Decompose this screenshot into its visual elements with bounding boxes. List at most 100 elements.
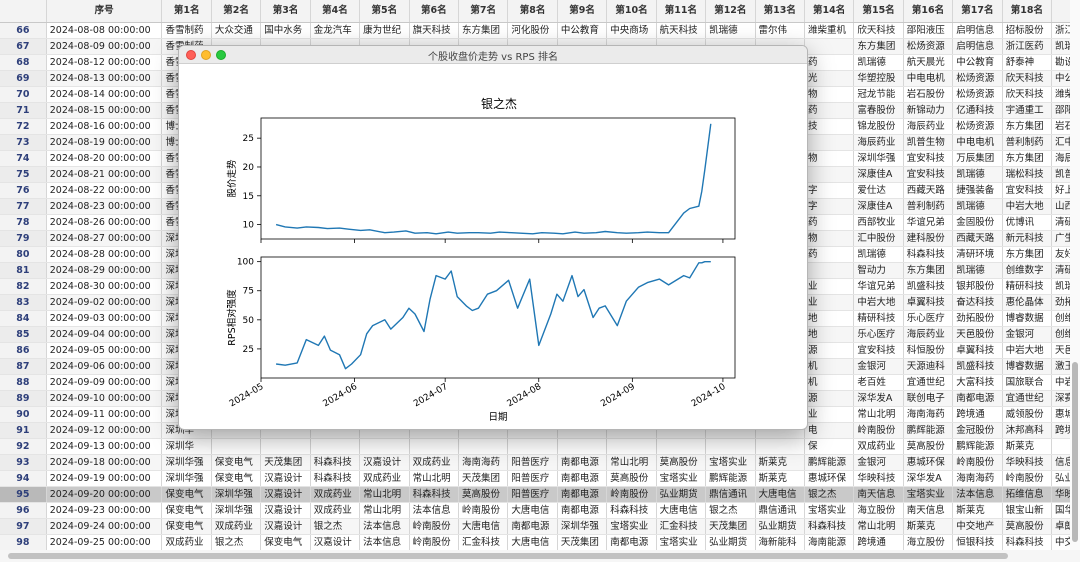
- stock-cell[interactable]: 海辰药业: [903, 326, 954, 343]
- stock-cell[interactable]: 常山北明: [853, 406, 904, 423]
- date-cell[interactable]: 2024-08-12 00:00:00: [46, 54, 163, 71]
- date-cell[interactable]: 2024-09-11 00:00:00: [46, 406, 163, 423]
- table-row[interactable]: 97 2024-09-24 00:00:00 保变电气 双成药业 汉嘉设计 银之杰 法本信息…: [0, 518, 1080, 535]
- stock-cell[interactable]: 国中水务: [260, 22, 311, 39]
- stock-cell[interactable]: 松炀资源: [952, 70, 1003, 87]
- stock-cell[interactable]: [458, 438, 509, 455]
- stock-cell[interactable]: 岭南股份: [606, 486, 657, 503]
- stock-cell[interactable]: 南都电源: [557, 454, 608, 471]
- date-cell[interactable]: 2024-08-27 00:00:00: [46, 230, 163, 247]
- stock-cell[interactable]: 莫高股份: [656, 454, 707, 471]
- stock-cell[interactable]: 物: [804, 86, 855, 103]
- stock-cell[interactable]: 深华发A: [903, 470, 954, 487]
- stock-cell[interactable]: 保变电气: [161, 518, 212, 535]
- column-header[interactable]: 第7名: [458, 0, 509, 23]
- column-header[interactable]: 第6名: [409, 0, 459, 23]
- stock-cell[interactable]: 凯瑞德: [705, 22, 756, 39]
- column-header[interactable]: 第14名: [804, 0, 855, 23]
- column-header[interactable]: 第1名: [161, 0, 212, 23]
- stock-cell[interactable]: 启明信息: [952, 22, 1003, 39]
- stock-cell[interactable]: 双成药业: [211, 518, 262, 535]
- stock-cell[interactable]: 海南海药: [952, 470, 1003, 487]
- stock-cell[interactable]: 保变电气: [161, 486, 212, 503]
- stock-cell[interactable]: 富春股份: [853, 102, 904, 119]
- stock-cell[interactable]: 启明信息: [952, 38, 1003, 55]
- stock-cell[interactable]: 科森科技: [1002, 534, 1053, 550]
- date-cell[interactable]: 2024-08-19 00:00:00: [46, 134, 163, 151]
- stock-cell[interactable]: 保变电气: [161, 502, 212, 519]
- stock-cell[interactable]: 南天信息: [853, 486, 904, 503]
- stock-cell[interactable]: 华映科技: [853, 470, 904, 487]
- stock-cell[interactable]: 保变电气: [211, 454, 262, 471]
- stock-cell[interactable]: 字: [804, 182, 855, 199]
- stock-cell[interactable]: 邵阳液压: [903, 22, 954, 39]
- stock-cell[interactable]: 斯莱克: [755, 470, 805, 487]
- stock-cell[interactable]: 恒银科技: [952, 534, 1003, 550]
- stock-cell[interactable]: 鹏辉能源: [952, 438, 1003, 455]
- stock-cell[interactable]: 浙江医药: [1002, 38, 1053, 55]
- stock-cell[interactable]: 亿通科技: [952, 102, 1003, 119]
- stock-cell[interactable]: 岭南股份: [409, 518, 459, 535]
- stock-cell[interactable]: 大众交通: [211, 22, 262, 39]
- minimize-window-button[interactable]: [201, 50, 211, 60]
- row-header[interactable]: 94: [0, 470, 47, 487]
- table-row[interactable]: 98 2024-09-25 00:00:00 双成药业 银之杰 保变电气 汉嘉设计 法本信息…: [0, 534, 1080, 550]
- stock-cell[interactable]: [557, 438, 608, 455]
- date-cell[interactable]: 2024-08-20 00:00:00: [46, 150, 163, 167]
- row-header[interactable]: 77: [0, 198, 47, 215]
- stock-cell[interactable]: 常山北明: [359, 486, 410, 503]
- stock-cell[interactable]: 莫高股份: [458, 486, 509, 503]
- stock-cell[interactable]: 物: [804, 150, 855, 167]
- stock-cell[interactable]: 天茂集团: [557, 534, 608, 550]
- date-cell[interactable]: 2024-08-09 00:00:00: [46, 38, 163, 55]
- stock-cell[interactable]: 凯普生物: [903, 134, 954, 151]
- stock-cell[interactable]: 惠城环保: [903, 454, 954, 471]
- row-header[interactable]: 91: [0, 422, 47, 439]
- stock-cell[interactable]: 奋达科技: [952, 294, 1003, 311]
- stock-cell[interactable]: 欣天科技: [1002, 86, 1053, 103]
- stock-cell[interactable]: 莫高股份: [1002, 518, 1053, 535]
- stock-cell[interactable]: 博睿数据: [1002, 310, 1053, 327]
- stock-cell[interactable]: 老百姓: [853, 374, 904, 391]
- stock-cell[interactable]: 双成药业: [853, 438, 904, 455]
- row-header[interactable]: 81: [0, 262, 47, 279]
- row-header[interactable]: 87: [0, 358, 47, 375]
- stock-cell[interactable]: 地: [804, 310, 855, 327]
- stock-cell[interactable]: 南都电源: [557, 486, 608, 503]
- stock-cell[interactable]: 东方集团: [1002, 118, 1053, 135]
- stock-cell[interactable]: 大唐电信: [755, 486, 805, 503]
- stock-cell[interactable]: 东方集团: [458, 22, 509, 39]
- date-cell[interactable]: 2024-09-20 00:00:00: [46, 486, 163, 503]
- stock-cell[interactable]: 业: [804, 294, 855, 311]
- stock-cell[interactable]: 金冠股份: [952, 422, 1003, 439]
- stock-cell[interactable]: 普利制药: [903, 198, 954, 215]
- stock-cell[interactable]: 银之杰: [804, 486, 855, 503]
- column-header[interactable]: 第13名: [755, 0, 805, 23]
- stock-cell[interactable]: 鼎信通讯: [755, 502, 805, 519]
- row-header[interactable]: 74: [0, 150, 47, 167]
- date-cell[interactable]: 2024-09-05 00:00:00: [46, 342, 163, 359]
- date-cell[interactable]: 2024-08-26 00:00:00: [46, 214, 163, 231]
- stock-cell[interactable]: 海立股份: [853, 502, 904, 519]
- date-cell[interactable]: 2024-09-23 00:00:00: [46, 502, 163, 519]
- column-header[interactable]: 第8名: [507, 0, 558, 23]
- row-header[interactable]: 98: [0, 534, 47, 550]
- column-header[interactable]: 第2名: [211, 0, 262, 23]
- stock-cell[interactable]: 南天信息: [903, 502, 954, 519]
- column-header[interactable]: 序号: [46, 0, 163, 23]
- column-header[interactable]: 第10名: [606, 0, 657, 23]
- stock-cell[interactable]: 宇通重工: [1002, 102, 1053, 119]
- stock-cell[interactable]: 汇金科技: [458, 534, 509, 550]
- stock-cell[interactable]: 电: [804, 422, 855, 439]
- stock-cell[interactable]: 松炀资源: [952, 118, 1003, 135]
- close-window-button[interactable]: [186, 50, 196, 60]
- row-header[interactable]: 85: [0, 326, 47, 343]
- stock-cell[interactable]: 威领股份: [1002, 406, 1053, 423]
- stock-cell[interactable]: 科森科技: [409, 486, 459, 503]
- stock-cell[interactable]: 宜安科技: [903, 166, 954, 183]
- stock-cell[interactable]: 双成药业: [310, 486, 361, 503]
- stock-cell[interactable]: 法本信息: [359, 518, 410, 535]
- date-cell[interactable]: 2024-09-03 00:00:00: [46, 310, 163, 327]
- stock-cell[interactable]: 凯瑞德: [853, 54, 904, 71]
- stock-cell[interactable]: 凯瑞德: [952, 198, 1003, 215]
